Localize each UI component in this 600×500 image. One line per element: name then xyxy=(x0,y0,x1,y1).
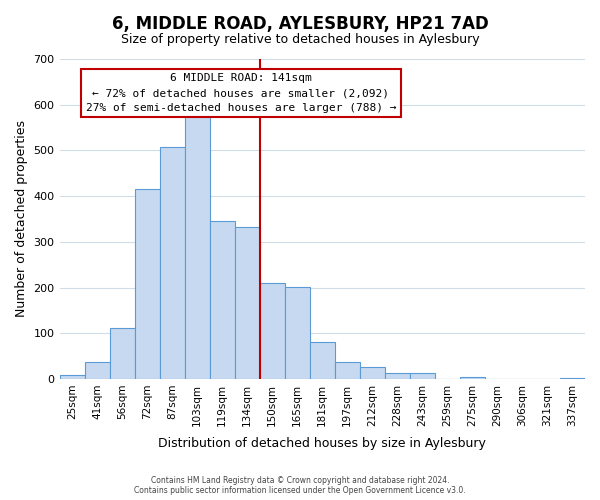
X-axis label: Distribution of detached houses by size in Aylesbury: Distribution of detached houses by size … xyxy=(158,437,486,450)
Bar xyxy=(185,116,209,379)
Bar xyxy=(285,287,310,379)
Bar xyxy=(209,221,235,379)
Bar xyxy=(59,375,85,379)
Bar xyxy=(110,328,134,379)
Y-axis label: Number of detached properties: Number of detached properties xyxy=(15,120,28,318)
Bar xyxy=(134,189,160,379)
Bar xyxy=(410,374,435,379)
Bar xyxy=(385,374,410,379)
Text: 6, MIDDLE ROAD, AYLESBURY, HP21 7AD: 6, MIDDLE ROAD, AYLESBURY, HP21 7AD xyxy=(112,15,488,33)
Bar xyxy=(310,342,335,379)
Bar xyxy=(260,283,285,379)
Bar xyxy=(560,378,585,379)
Text: Size of property relative to detached houses in Aylesbury: Size of property relative to detached ho… xyxy=(121,32,479,46)
Bar xyxy=(360,368,385,379)
Text: Contains HM Land Registry data © Crown copyright and database right 2024.
Contai: Contains HM Land Registry data © Crown c… xyxy=(134,476,466,495)
Bar xyxy=(335,362,360,379)
Bar xyxy=(85,362,110,379)
Text: 6 MIDDLE ROAD: 141sqm
← 72% of detached houses are smaller (2,092)
27% of semi-d: 6 MIDDLE ROAD: 141sqm ← 72% of detached … xyxy=(86,74,396,113)
Bar xyxy=(160,146,185,379)
Bar xyxy=(460,377,485,379)
Bar xyxy=(235,226,260,379)
